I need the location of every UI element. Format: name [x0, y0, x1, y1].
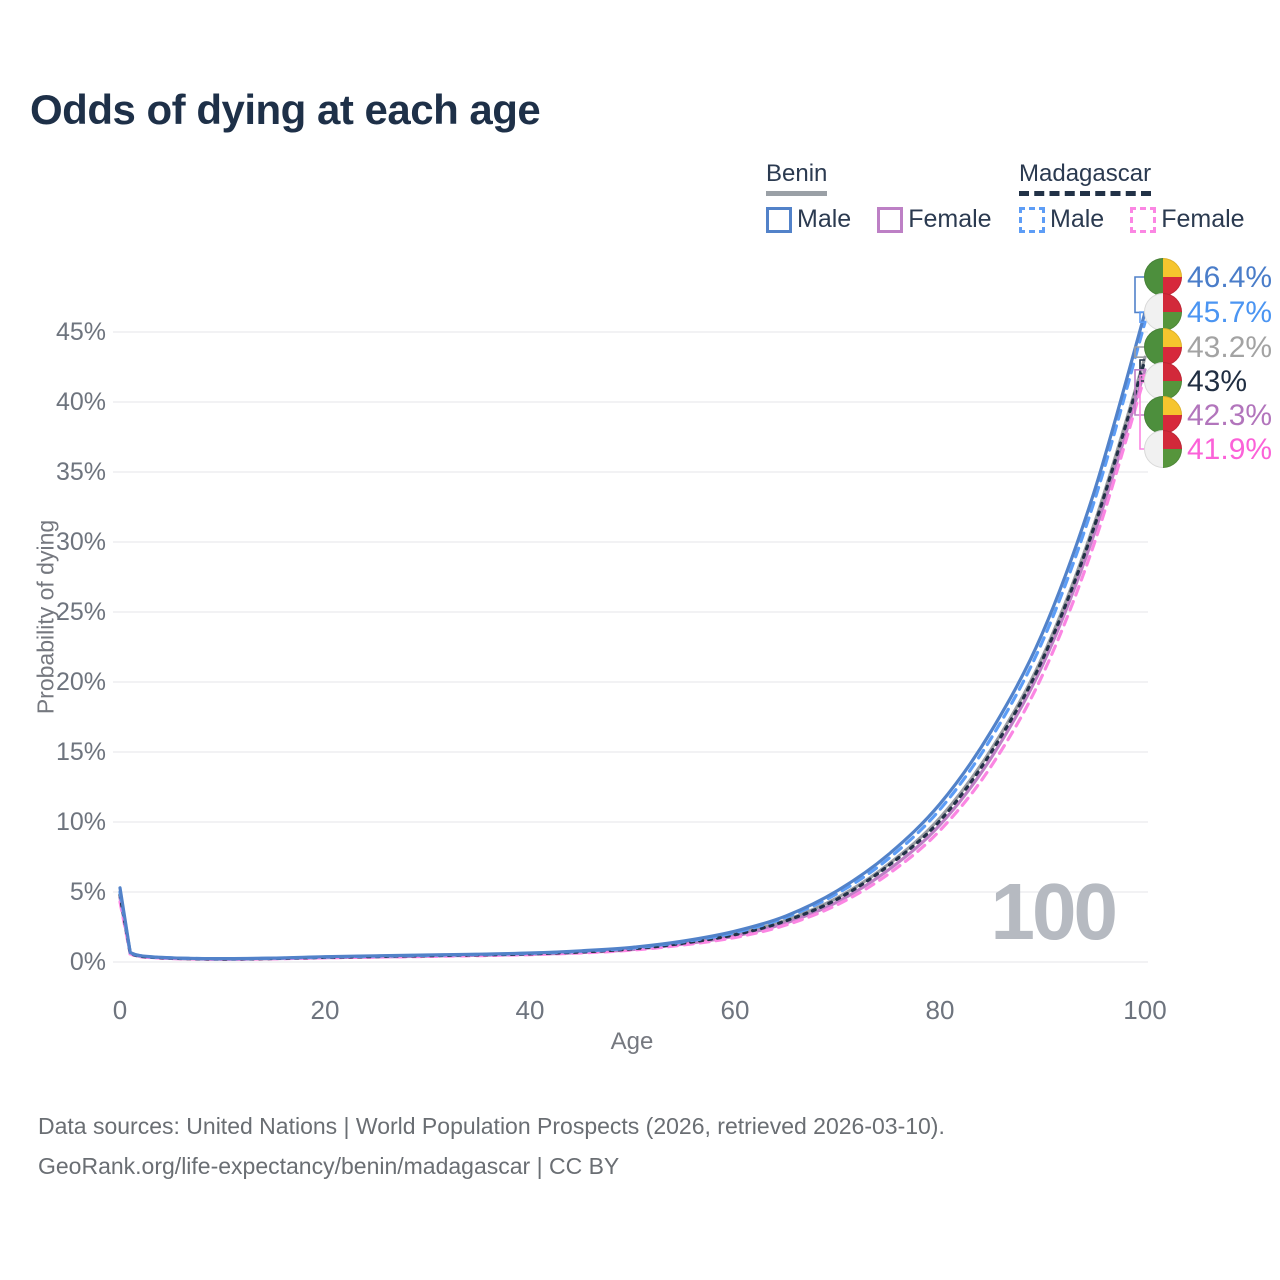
end-value-label-madagascar-both: 43% [1187, 365, 1247, 398]
legend: Benin Male Female Madagascar Male Female [0, 0, 1280, 250]
x-tick-label: 20 [311, 995, 340, 1025]
age-watermark: 100 [990, 867, 1118, 956]
series-line-benin-male[interactable] [118, 310, 1147, 961]
legend-item-madagascar-female[interactable]: Female [1130, 205, 1245, 234]
y-tick-label: 15% [56, 738, 106, 766]
legend-item-label: Female [908, 205, 992, 233]
end-value-label-madagascar-female: 41.9% [1187, 433, 1272, 466]
x-tick-label: 100 [1123, 995, 1166, 1025]
end-value-label-madagascar-male: 45.7% [1187, 296, 1272, 329]
y-tick-label: 25% [56, 598, 106, 626]
legend-swatch [1019, 206, 1045, 233]
license-line: GeoRank.org/life-expectancy/benin/madaga… [38, 1153, 620, 1179]
flag-icon-madagascar [1144, 362, 1182, 400]
flag-icon-madagascar [1144, 293, 1182, 331]
y-tick-label: 30% [56, 528, 106, 556]
y-tick-label: 20% [56, 668, 106, 696]
data-sources-line: Data sources: United Nations | World Pop… [38, 1113, 945, 1139]
legend-swatch [1130, 206, 1157, 233]
legend-item-madagascar-male[interactable]: Male [1019, 205, 1104, 234]
y-tick-label: 5% [70, 878, 106, 906]
y-tick-label: 45% [56, 318, 106, 346]
legend-item-label: Male [1050, 205, 1105, 233]
flag-icon-madagascar [1144, 430, 1182, 468]
legend-swatch [877, 206, 904, 233]
legend-item-label: Male [797, 205, 852, 233]
attribution-footer: Data sources: United Nations | World Pop… [38, 1106, 945, 1186]
end-value-label-benin-male: 46.4% [1187, 261, 1272, 294]
flag-icon-benin [1144, 396, 1182, 434]
label-connector-benin-both [1134, 346, 1145, 358]
legend-item-label: Female [1161, 205, 1245, 233]
x-tick-label: 60 [721, 995, 750, 1025]
label-connector-madagascar-female [1139, 374, 1145, 450]
label-connector-madagascar-male [1139, 311, 1145, 323]
legend-country-benin[interactable]: Benin [766, 160, 828, 196]
x-tick-label: 0 [113, 995, 127, 1025]
end-value-label-benin-both: 43.2% [1187, 331, 1272, 364]
flag-icon-benin [1144, 328, 1182, 366]
label-connector-benin-male [1134, 276, 1145, 314]
y-tick-label: 40% [56, 388, 106, 416]
flag-icon-benin [1144, 258, 1182, 296]
y-axis-title: Probability of dying [32, 519, 59, 715]
legend-country-madagascar[interactable]: Madagascar [1019, 160, 1152, 196]
x-axis-title: Age [610, 1028, 654, 1055]
legend-group-madagascar: Madagascar Male Female [1019, 160, 1271, 234]
x-tick-label: 40 [516, 995, 545, 1025]
legend-item-benin-female[interactable]: Female [877, 205, 992, 234]
end-value-label-benin-female: 42.3% [1187, 399, 1272, 432]
legend-swatch [766, 206, 792, 233]
legend-item-benin-male[interactable]: Male [766, 205, 851, 234]
series-line-madagascar-male[interactable] [118, 320, 1147, 961]
legend-group-benin: Benin Male Female [766, 160, 1018, 234]
chart-title: Odds of dying at each age [30, 86, 541, 133]
x-tick-label: 80 [926, 995, 955, 1025]
y-tick-label: 0% [70, 948, 106, 976]
y-tick-label: 35% [56, 458, 106, 486]
y-tick-label: 10% [56, 808, 106, 836]
